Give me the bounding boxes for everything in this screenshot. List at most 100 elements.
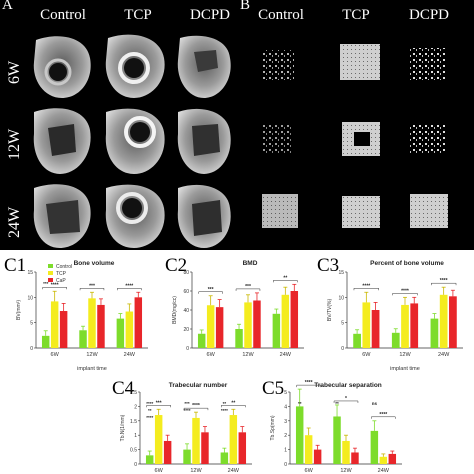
y-tick-label: 0 [186,346,189,352]
bar [272,313,281,348]
chart-bmd: BMD 0 20 40 60 80 BMD(mg/cc) 6W *** 12W *** 24W ** [172,260,304,358]
bar [235,329,243,348]
recon-tcp-12w-hole [354,132,370,146]
significance-label: **** [379,412,387,418]
x-tick-label: 6W [305,468,314,474]
x-tick-label: 24W [228,468,240,474]
significance-label: **** [305,380,313,386]
bar [401,304,409,348]
bar [439,294,448,348]
y-tick-label: 1.5 [130,419,137,425]
bar [388,453,397,464]
ct-control-12w [33,108,91,174]
bar [88,298,96,348]
y-tick-label: 40 [183,308,189,314]
significance-label: ** [335,401,339,406]
x-tick-label: 24W [280,352,292,358]
y-tick-label: 15 [27,270,33,276]
significance-label: **** [184,408,191,413]
y-tick-label: 5 [341,321,344,327]
chart-title: Trabecular separation [314,382,382,389]
significance-label: ** [148,408,152,413]
ct-tcp-12w [105,108,165,174]
bar [229,415,238,464]
significance-bracket [183,407,209,411]
significance-label: ** [231,400,235,406]
y-tick-label: 2.5 [130,390,137,396]
chart-title: Bone volume [74,260,115,267]
chart-letter-c3: C3 [317,255,340,276]
chart-percent-bone-volume: Percent of bone volume 0 5 10 15 BV/TV(%) 6W **… [327,260,463,372]
chart-title: Trabecular number [169,382,228,389]
bar [333,416,341,464]
bar [295,406,304,464]
significance-label: *** [208,287,214,293]
y-axis-label: BV(mm³) [16,300,22,320]
significance-bracket [273,280,298,283]
bar [192,417,200,464]
ct-tcp-24w [105,184,165,248]
image-panel-area: A Control TCP DCPD B Control TCP DCPD 6W… [0,0,474,250]
panel-a-col-control: Control [40,7,86,23]
y-tick-label: 4 [284,404,287,410]
y-tick-label: 3 [284,419,287,425]
bar [79,330,87,348]
chart-letter-c2: C2 [165,255,188,276]
y-tick-label: 15 [338,270,344,276]
chart-trabecular-separation: Trabecular separation012345Tb.Sp(mm)6W**… [270,380,402,474]
panel-a-col-tcp: TCP [124,7,152,23]
bar [50,301,59,348]
significance-label: * [345,396,347,402]
bar [449,296,457,348]
significance-label: *** [89,283,95,289]
significance-bracket [146,405,171,408]
bar [430,318,439,348]
x-tick-label: 6W [51,352,60,358]
significance-label: **** [146,415,153,420]
recon-dcpd-6w [410,48,446,80]
y-tick-label: 1 [134,433,137,439]
bar [410,303,419,348]
row-label-24w: 24W [6,206,23,238]
bar [281,294,290,348]
bar [145,455,154,464]
bar [244,302,252,348]
panel-a-ct-images [33,34,231,248]
significance-bracket [431,282,457,286]
ct-dcpd-12w [177,108,231,174]
x-tick-label: 6W [207,352,216,358]
significance-label: **** [192,403,200,409]
significance-bracket [42,287,67,290]
y-tick-label: 5 [30,321,33,327]
significance-label: ** [283,275,287,281]
significance-label: **** [125,283,133,289]
x-tick-label: 24W [438,352,450,358]
bar [371,310,380,348]
significance-bracket [79,288,105,291]
bar [183,449,191,464]
significance-label: *** [156,400,162,406]
x-tick-label: 12W [86,352,98,358]
significance-label: **** [146,401,153,406]
legend-swatch [48,278,53,282]
panel-b-col-tcp: TCP [342,7,370,23]
ct-tcp-6w [105,34,165,98]
y-tick-label: 2 [284,433,287,439]
bar [41,335,50,348]
bar [342,440,350,464]
y-tick-label: 0 [30,346,33,352]
y-tick-label: 0.5 [130,448,137,454]
x-tick-label: 6W [155,468,164,474]
bar [362,302,371,348]
y-tick-label: 0 [134,462,137,468]
recon-dcpd-24w [410,194,448,228]
x-tick-label: 6W [362,352,371,358]
x-tick-label: 12W [340,468,352,474]
significance-bracket [333,400,359,403]
bar [206,305,215,348]
bar [125,311,134,348]
significance-label: ns [372,401,378,406]
recon-dcpd-12w [410,124,446,154]
recon-control-24w [262,194,298,228]
chart-letter-c4: C4 [112,378,135,399]
